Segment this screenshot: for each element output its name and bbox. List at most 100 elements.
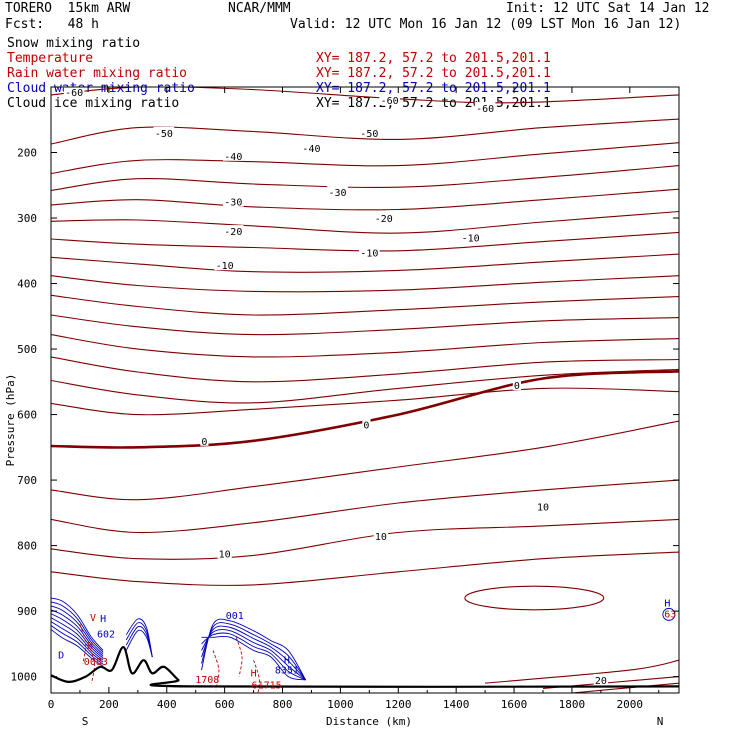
legend-field-name: Cloud ice mixing ratio bbox=[7, 96, 180, 111]
forecast-hour: Fcst: 48 h bbox=[5, 17, 99, 32]
init-time: Init: 12 UTC Sat 14 Jan 12 bbox=[506, 1, 710, 16]
cloud-water-contour bbox=[662, 607, 676, 621]
y-tick-label: 1000 bbox=[11, 671, 38, 684]
legend-field-xy: XY= 187.2, 57.2 to 201.5,201.1 bbox=[316, 81, 551, 96]
isotherm-label-bg bbox=[359, 246, 380, 258]
isotherm-label: -20 bbox=[224, 227, 242, 238]
cloud-water-label: H bbox=[284, 656, 290, 667]
isotherm-label-bg bbox=[535, 500, 551, 512]
cloud-water-label: H bbox=[100, 614, 106, 625]
y-tick-label: 800 bbox=[17, 540, 37, 553]
x-tick-label: 0 bbox=[48, 698, 55, 711]
isotherm-label-bg bbox=[223, 225, 244, 237]
isotherm-line bbox=[571, 682, 679, 693]
isotherm-label-bg bbox=[359, 126, 380, 138]
rain-label: H bbox=[87, 641, 93, 652]
cloud-water-contour bbox=[201, 625, 307, 681]
isotherm-label-bg bbox=[593, 673, 609, 685]
isotherm-label: 10 bbox=[537, 502, 549, 513]
cloud-water-contour bbox=[201, 629, 306, 681]
isotherm-label: -60 bbox=[476, 104, 494, 115]
isotherm-label: 20 bbox=[595, 676, 607, 687]
y-tick-label: 300 bbox=[17, 212, 37, 225]
isotherm-label: -30 bbox=[328, 188, 346, 199]
isotherm-label-bg bbox=[223, 149, 244, 161]
cloud-water-contour bbox=[51, 613, 104, 659]
isotherm-label: -30 bbox=[224, 198, 242, 209]
isotherm-line bbox=[51, 165, 679, 192]
x-tick-label: 400 bbox=[157, 698, 177, 711]
isotherm-label: -50 bbox=[360, 129, 378, 140]
x-tick-label: 1000 bbox=[327, 698, 354, 711]
isotherm-label-bg bbox=[223, 195, 244, 207]
rain-label: H bbox=[251, 669, 257, 680]
legend-field-xy: XY= 187.2, 57.2 to 201.5,201.1 bbox=[316, 66, 551, 81]
isotherm-line bbox=[51, 314, 679, 336]
x-tick-label: 1600 bbox=[501, 698, 528, 711]
center-label: NCAR/MMM bbox=[228, 1, 291, 16]
isotherm-label: -50 bbox=[155, 129, 173, 140]
isotherm-label: -40 bbox=[302, 144, 320, 155]
cloud-water-contour bbox=[201, 635, 306, 681]
valid-time: Valid: 12 UTC Mon 16 Jan 12 (09 LST Mon … bbox=[290, 17, 682, 32]
isotherm-label: -20 bbox=[375, 214, 393, 225]
isotherm-label: 0 bbox=[514, 381, 520, 392]
rain-label: V bbox=[90, 613, 96, 624]
x-tick-label: 1800 bbox=[559, 698, 586, 711]
y-tick-label: 900 bbox=[17, 605, 37, 618]
cloud-water-contour bbox=[201, 622, 307, 681]
rain-label: 1708 bbox=[195, 675, 219, 686]
x-tick-label: 1400 bbox=[443, 698, 470, 711]
isotherm-line bbox=[51, 118, 679, 145]
rain-contour bbox=[88, 643, 95, 684]
cloud-water-label: 8351 bbox=[275, 665, 299, 676]
isotherm-label: -60 bbox=[65, 88, 83, 99]
legend-field-name: Snow mixing ratio bbox=[7, 36, 141, 51]
cloud-water-contour bbox=[51, 629, 104, 667]
isotherm-label: -10 bbox=[462, 234, 480, 245]
isotherm-line bbox=[51, 368, 679, 404]
isotherm-label: -10 bbox=[360, 249, 378, 260]
isotherm-line bbox=[485, 659, 679, 684]
legend-field-name: Temperature bbox=[7, 51, 94, 66]
y-axis-label: Pressure (hPa) bbox=[4, 374, 17, 467]
cloud-water-contour bbox=[201, 632, 306, 681]
isotherm-line bbox=[51, 210, 679, 234]
isotherm-label-bg bbox=[63, 87, 85, 98]
legend-field-name: Rain water mixing ratio bbox=[7, 66, 188, 81]
isotherm-label: 10 bbox=[375, 532, 387, 543]
isotherm-label-bg bbox=[214, 259, 235, 271]
cloud-water-label: D bbox=[58, 650, 64, 661]
closed-isotherm bbox=[464, 585, 605, 611]
cloud-water-label: H bbox=[664, 599, 670, 610]
x-tick-label: 200 bbox=[99, 698, 119, 711]
isotherm-label-bg bbox=[379, 94, 400, 106]
isotherm-label-bg bbox=[373, 212, 395, 224]
x-tick-label: 1200 bbox=[385, 698, 412, 711]
north-label: N bbox=[657, 715, 664, 728]
isotherm-label-bg bbox=[474, 101, 496, 113]
cloud-water-contour bbox=[51, 609, 104, 657]
isotherm-label-bg bbox=[362, 418, 371, 430]
rain-contour bbox=[253, 660, 260, 693]
x-tick-label: 800 bbox=[273, 698, 293, 711]
isotherm-label-bg bbox=[153, 126, 175, 138]
isotherm-label-bg bbox=[301, 141, 322, 153]
cloud-water-contour bbox=[201, 618, 307, 681]
isotherm-line bbox=[51, 420, 679, 501]
isotherm-line bbox=[51, 188, 679, 211]
isotherm-line bbox=[51, 387, 679, 416]
y-tick-label: 200 bbox=[17, 147, 37, 160]
isotherm-line bbox=[51, 275, 679, 293]
isotherm-line bbox=[51, 518, 679, 560]
isotherm-line bbox=[51, 479, 679, 534]
y-tick-label: 500 bbox=[17, 343, 37, 356]
isotherm-line bbox=[51, 253, 679, 273]
cloud-water-label: 001 bbox=[226, 611, 244, 622]
rain-label: 61715 bbox=[252, 680, 282, 691]
cloud-water-contour bbox=[51, 617, 104, 661]
cloud-water-contour bbox=[51, 605, 104, 655]
isotherm-line bbox=[51, 551, 679, 586]
cloud-water-contour bbox=[51, 621, 104, 663]
